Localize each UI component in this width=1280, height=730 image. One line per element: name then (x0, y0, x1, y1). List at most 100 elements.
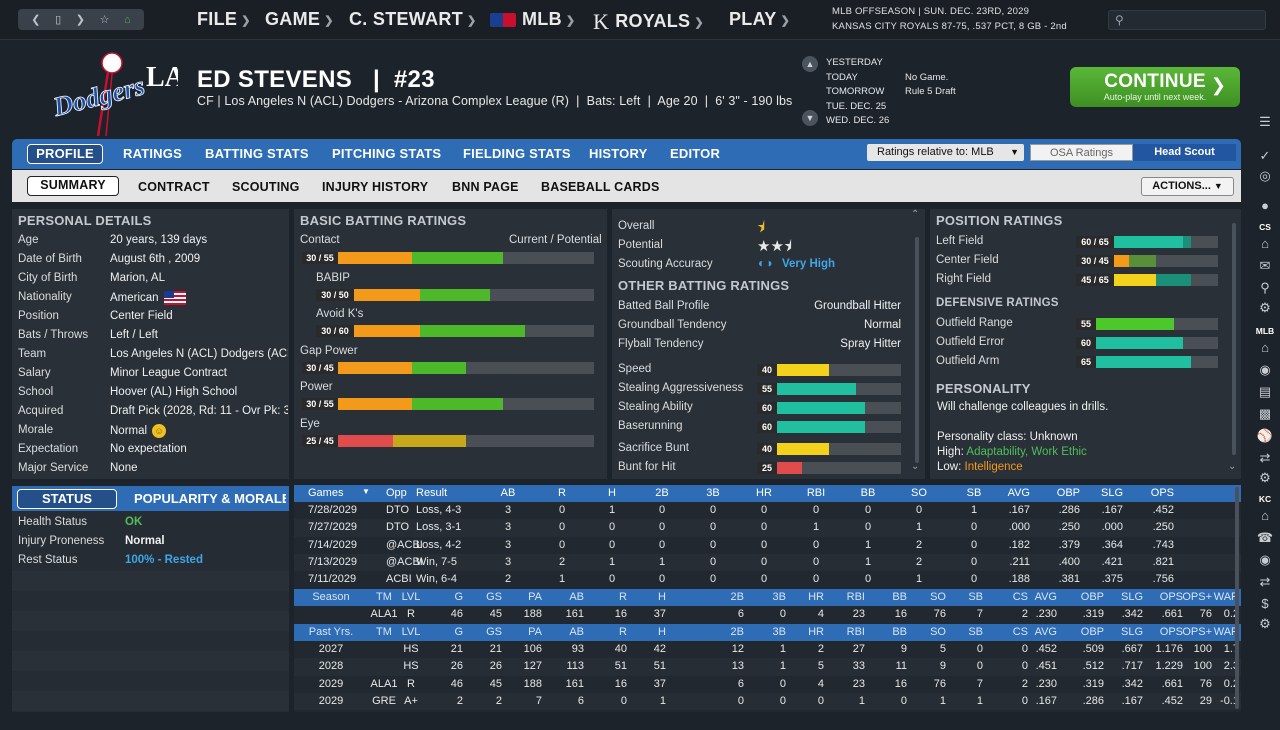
game-row[interactable]: 7/27/2029 DTO Loss, 3-1 3 0 0 0 0 0 1 0 1 0 .000 .250.… (294, 519, 1241, 537)
swap-icon[interactable]: ⇄ (1259, 450, 1271, 465)
cell: .167 (1035, 694, 1057, 707)
schedule-row[interactable]: TOMORROW Rule 5 Draft (826, 85, 956, 100)
tab-contract[interactable]: CONTRACT (138, 180, 210, 194)
ratings-relative-select[interactable]: Ratings relative to: MLB ▼ (867, 144, 1024, 161)
tab-pitching-stats[interactable]: PITCHING STATS (332, 146, 442, 161)
cell: 0 (779, 677, 786, 690)
home-icon[interactable]: ⌂ (1261, 236, 1269, 251)
tab-baseball-cards[interactable]: BASEBALL CARDS (541, 180, 660, 194)
cell: 7/27/2029 (308, 521, 357, 534)
back-icon[interactable]: ❮ (31, 14, 41, 26)
mlb-logo-icon (490, 13, 516, 28)
schedule-row[interactable]: WED. DEC. 26 (826, 114, 956, 129)
scroll-down-icon[interactable]: ⌄ (1228, 461, 1237, 472)
past-year-row[interactable]: 2027 HS 21 21 106 93 40 42 12 1 2 27 9 5 0 0.452.509.66… (294, 641, 1241, 658)
past-year-row[interactable]: 2028 HS 26 26 127 113 51 51 13 1 5 33 11 9 0 0 .451 .512.… (294, 658, 1241, 676)
cell: 100 (1193, 660, 1212, 673)
phone-icon[interactable]: ▯ (55, 14, 62, 26)
personal-key: Acquired (18, 405, 64, 417)
schedule-row[interactable]: TODAY No Game. (826, 71, 956, 86)
star-icon[interactable]: ☆ (99, 14, 110, 26)
home-icon[interactable]: ⌂ (124, 13, 131, 26)
chart-icon[interactable]: ▩ (1258, 406, 1272, 421)
speed-label: Baserunning (618, 420, 683, 432)
personal-row: Nationality American (12, 288, 289, 307)
head-scout-toggle[interactable]: Head Scout (1133, 144, 1236, 161)
tab-history[interactable]: HISTORY (589, 146, 648, 161)
schedule-down-icon[interactable]: ▼ (802, 110, 818, 126)
column-header: HR (808, 591, 824, 603)
osa-ratings-toggle[interactable]: OSA Ratings (1030, 144, 1133, 161)
tab-bnn-page[interactable]: BNN PAGE (452, 180, 519, 194)
checkmark-icon[interactable]: ✓ (1259, 148, 1271, 163)
schedule-row[interactable]: YESTERDAY (826, 56, 956, 71)
schedule-up-icon[interactable]: ▲ (802, 56, 818, 72)
baseball-icon[interactable]: ⚾ (1256, 428, 1274, 443)
swap-icon[interactable]: ⇄ (1259, 574, 1271, 589)
gear-icon[interactable]: ⚙ (1259, 616, 1271, 631)
scrollbar[interactable] (1232, 223, 1236, 455)
past-year-row[interactable]: 2029 GRE A+ 2 2 7 6 0 1 0 0 0 1 0 1 1 0 .167 .286 .167 .452 2… (294, 692, 1241, 711)
scrollbar[interactable] (915, 237, 919, 463)
personal-key: Morale (18, 424, 54, 436)
actions-dropdown[interactable]: ACTIONS... ▼ (1141, 177, 1234, 196)
game-row[interactable]: 7/11/2029 ACBI Win, 6-4 2 1 0 0 0 0 0 0 1 0 .188 .381.… (294, 571, 1241, 588)
personal-key: Age (18, 234, 39, 246)
location-icon[interactable]: ◉ (1259, 552, 1271, 567)
scrollbar[interactable] (1235, 487, 1239, 709)
personal-key: Major Service (18, 462, 89, 474)
home-icon[interactable]: ⌂ (1261, 508, 1269, 523)
globe-icon[interactable]: ◎ (1259, 168, 1271, 183)
menu-mlb[interactable]: MLB ❯ (490, 9, 575, 30)
continue-button[interactable]: CONTINUE Auto-play until next week. ❯ (1070, 67, 1240, 107)
tab-popularity-morale[interactable]: POPULARITY & MORALE (134, 491, 286, 506)
location-icon[interactable]: ◉ (1259, 362, 1271, 377)
menu-game[interactable]: GAME ❯ (265, 9, 334, 29)
mail-icon[interactable]: ✉ (1259, 258, 1271, 273)
menu-icon[interactable]: ☰ (1259, 114, 1271, 129)
tab-editor[interactable]: EDITOR (670, 146, 721, 161)
tab-injury-history[interactable]: INJURY HISTORY (322, 180, 429, 194)
dollar-icon[interactable]: $ (1261, 596, 1269, 611)
scroll-up-icon[interactable]: ⌃ (911, 209, 920, 220)
gear-icon[interactable]: ⚙ (1259, 300, 1271, 315)
phone-icon[interactable]: ☎ (1256, 530, 1274, 545)
home-icon[interactable]: ⌂ (1261, 340, 1269, 355)
search-input[interactable]: ⚲ (1108, 10, 1266, 30)
chevron-down-icon[interactable]: ▼ (362, 487, 370, 496)
speed-value: 60 (757, 421, 777, 433)
column-header: OPS (1150, 487, 1174, 499)
game-row[interactable]: 7/14/2029 @ACBI Loss, 4-2 3 0 0 0 0 0 0 1 2 0 .182 .37… (294, 537, 1241, 554)
menu-play[interactable]: PLAY ❯ (729, 9, 791, 29)
star-icon: ★ (757, 238, 771, 255)
cell: .379 (1058, 538, 1080, 551)
schedule-row[interactable]: TUE. DEC. 25 (826, 100, 956, 115)
column-header: RBI (846, 591, 865, 603)
bunt-label: Sacrifice Bunt (618, 442, 689, 454)
menu-royals[interactable]: K ROYALS ❯ (593, 9, 704, 34)
tab-status[interactable]: STATUS (17, 489, 117, 509)
cell: 3 (504, 555, 512, 568)
batting-title: BASIC BATTING RATINGS (300, 213, 467, 228)
menu-manager[interactable]: C. STEWART ❯ (349, 9, 477, 29)
tab-ratings[interactable]: RATINGS (123, 146, 182, 161)
menu-file[interactable]: FILE ❯ (197, 9, 251, 29)
scroll-down-icon[interactable]: ⌄ (911, 461, 920, 472)
pin-icon[interactable]: ● (1261, 198, 1269, 213)
tab-summary[interactable]: SUMMARY (27, 176, 119, 196)
game-row[interactable]: 7/13/2029 @ACBI Win, 7-5 3 2 1 1 0 0 0 1 2 0 .211 .400… (294, 553, 1241, 572)
tab-fielding-stats[interactable]: FIELDING STATS (463, 146, 571, 161)
player-name: ED STEVENS | #23 (197, 66, 435, 93)
past-year-row[interactable]: 2029 ALA1 R 46 45 188 161 16 37 6 0 4 23 16 76 7 2 .230 .3… (294, 676, 1241, 693)
search-icon[interactable]: ⚲ (1260, 280, 1270, 295)
tab-batting-stats[interactable]: BATTING STATS (205, 146, 309, 161)
news-icon[interactable]: ▤ (1258, 384, 1272, 399)
other-batting-title: OTHER BATTING RATINGS (618, 278, 790, 293)
tab-scouting[interactable]: SCOUTING (232, 180, 300, 194)
game-row[interactable]: 7/28/2029 DTO Loss, 4-3 3 0 1 0 0 0 0 0 0 1 .167 .286.… (294, 502, 1241, 519)
gear-icon[interactable]: ⚙ (1259, 470, 1271, 485)
tab-profile[interactable]: PROFILE (27, 144, 103, 164)
season-row[interactable]: ALA1 R 46 45 188 161 16 37 6 0 4 23 16 76 7 2 .230 .319 .3… (294, 606, 1241, 623)
forward-icon[interactable]: ❯ (75, 14, 85, 26)
team-record-line: KANSAS CITY ROYALS 87-75, .537 PCT, 8 GB… (832, 21, 1067, 32)
